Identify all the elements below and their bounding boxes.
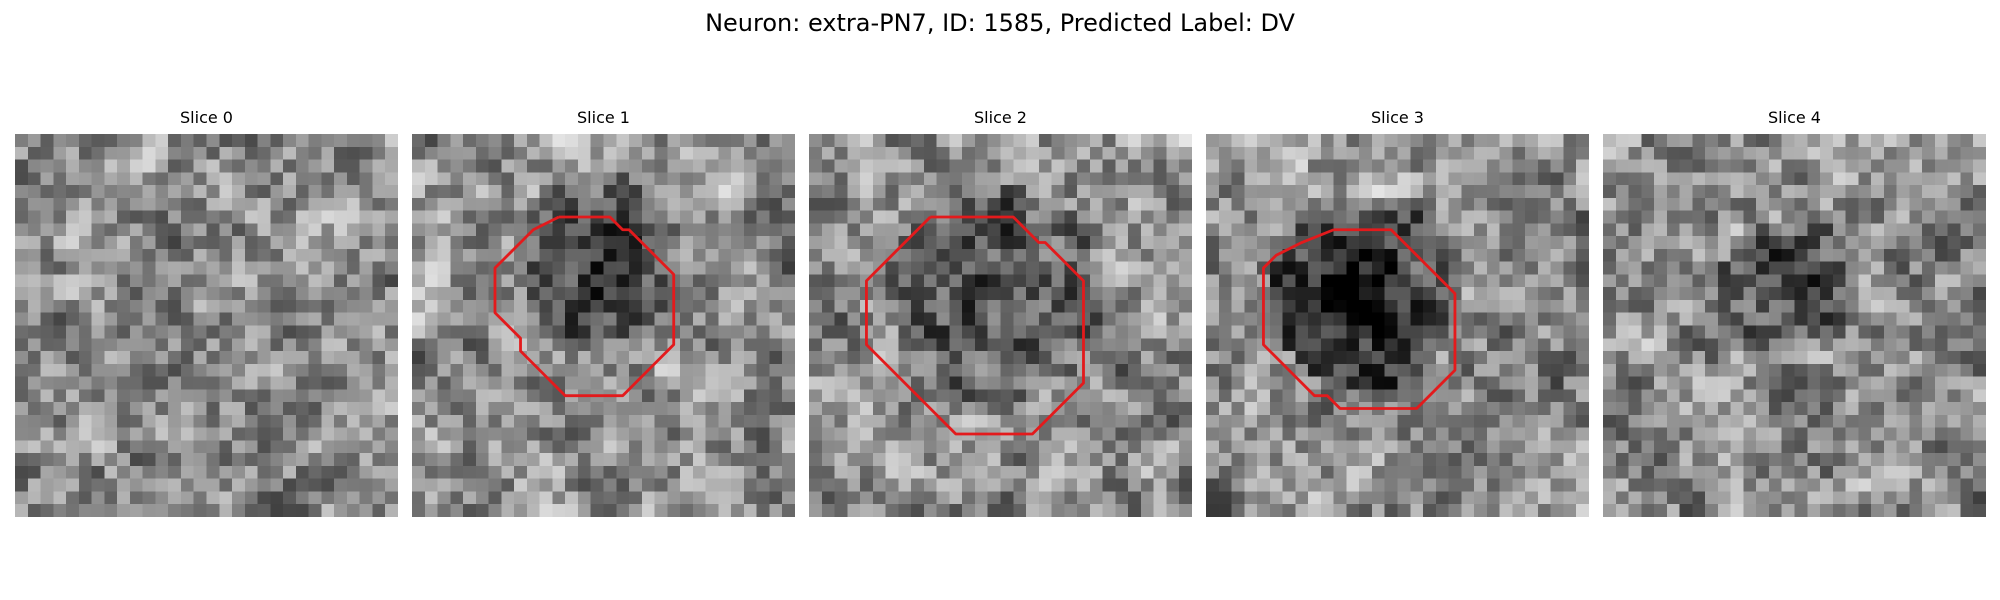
slice-image-4 (1603, 134, 1986, 517)
segmentation-contour-3 (1262, 228, 1457, 410)
slice-panel-3: Slice 3 (1206, 108, 1589, 517)
slice-pixels-3 (1206, 134, 1589, 517)
slice-title-0: Slice 0 (180, 108, 233, 127)
slice-title-2: Slice 2 (974, 108, 1027, 127)
slice-panel-4: Slice 4 (1603, 108, 1986, 517)
slice-image-3 (1206, 134, 1589, 517)
slice-image-2 (809, 134, 1192, 517)
slice-pixels-1 (412, 134, 795, 517)
figure-title: Neuron: extra-PN7, ID: 1585, Predicted L… (705, 9, 1295, 37)
slice-panel-2: Slice 2 (809, 108, 1192, 517)
slice-title-1: Slice 1 (577, 108, 630, 127)
segmentation-contour-1 (493, 215, 676, 398)
segmentation-contour-2 (865, 215, 1085, 436)
slice-title-4: Slice 4 (1768, 108, 1821, 127)
slice-image-1 (412, 134, 795, 517)
slice-pixels-4 (1603, 134, 1986, 517)
slice-title-3: Slice 3 (1371, 108, 1424, 127)
slice-panel-1: Slice 1 (412, 108, 795, 517)
slice-image-0 (15, 134, 398, 517)
slice-panel-0: Slice 0 (15, 108, 398, 517)
slice-pixels-2 (809, 134, 1192, 517)
slice-pixels-0 (15, 134, 398, 517)
